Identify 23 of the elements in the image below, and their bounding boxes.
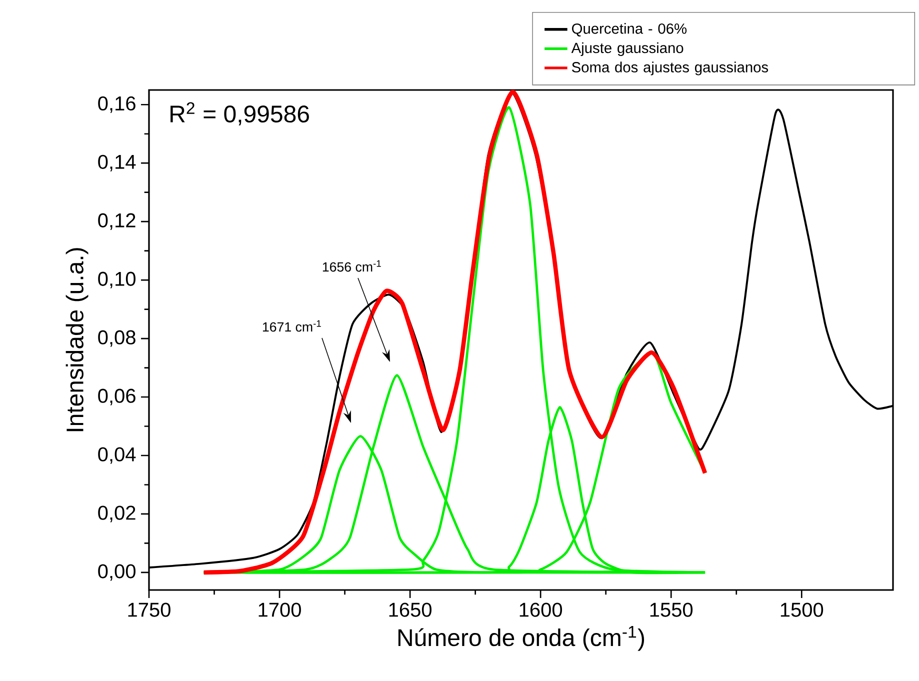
x-axis-title: Número de onda (cm$^{-1}$) xyxy=(398,626,644,651)
y-tick-label: 0,02 xyxy=(98,506,136,522)
annotation: R$^{2}$ = 0,99586 xyxy=(170,102,309,126)
x-tick-label: 1600 xyxy=(520,602,562,617)
y-tick-label: 0,10 xyxy=(98,272,136,288)
x-tick-label: 1500 xyxy=(780,602,824,617)
legend-label: Quercetina - 06% xyxy=(572,23,687,36)
y-axis-title: Intensidade (u.a.) xyxy=(66,248,88,432)
annotation: 1656 cm$^{-1}$ xyxy=(322,260,381,272)
y-tick-label: 0,08 xyxy=(98,330,136,347)
legend-label: Ajuste gaussiano xyxy=(571,42,684,56)
y-tick-label: 0,00 xyxy=(98,564,136,581)
y-tick-label: 0,14 xyxy=(98,154,136,172)
y-tick-label: 0,16 xyxy=(98,96,136,113)
x-tick-label: 1750 xyxy=(128,602,170,617)
legend-label: Soma dos ajustes gaussianos xyxy=(572,62,768,76)
annotation: 1671 cm$^{-1}$ xyxy=(262,320,321,332)
x-tick-label: 1700 xyxy=(258,602,301,617)
y-tick-label: 0,06 xyxy=(98,388,136,406)
x-tick-label: 1550 xyxy=(650,602,693,617)
x-tick-label: 1650 xyxy=(389,602,432,617)
y-tick-label: 0,12 xyxy=(98,213,136,230)
y-tick-label: 0,04 xyxy=(98,447,136,464)
